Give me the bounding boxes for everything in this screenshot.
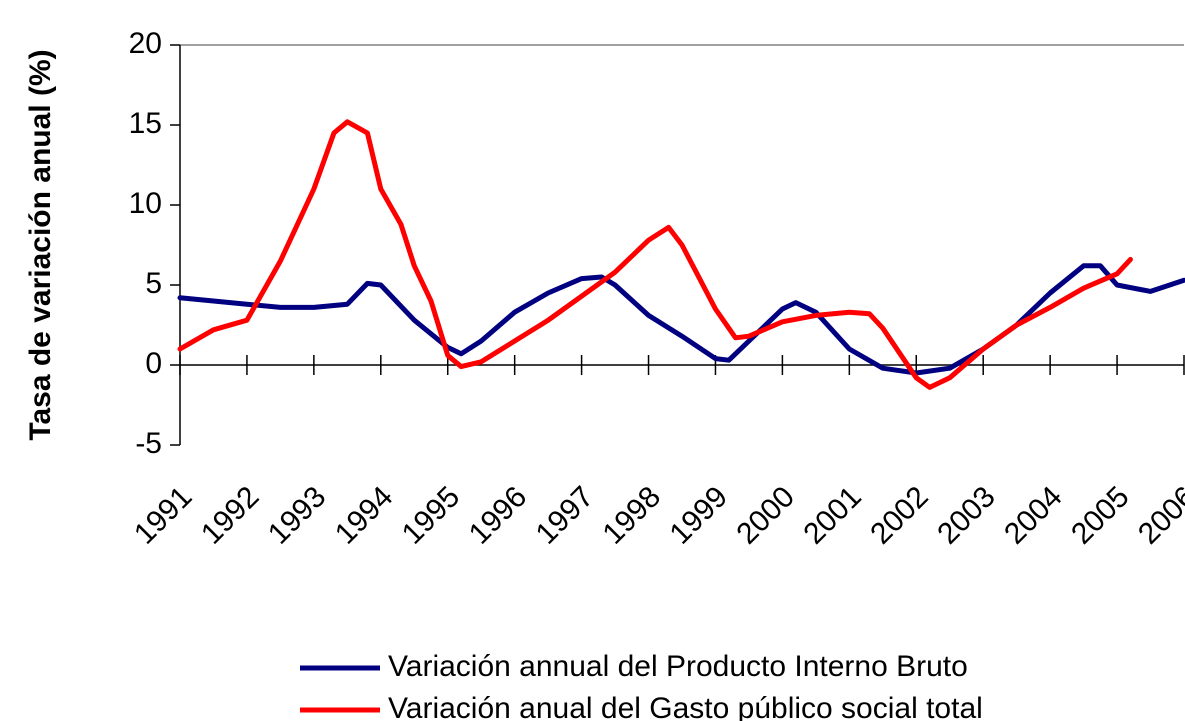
legend-label: Variación annual del Producto Interno Br… [388,650,968,683]
x-tick-label: 1992 [195,480,266,551]
legend-label: Variación anual del Gasto público social… [388,692,983,721]
x-tick-label: 1991 [128,480,199,551]
y-tick-label: 15 [129,107,162,140]
y-tick-label: 0 [145,347,162,380]
y-tick-label: 20 [129,27,162,60]
x-tick-label: 2001 [797,480,868,551]
x-tick-label: 1998 [597,480,668,551]
x-tick-label: 1993 [262,480,333,551]
y-tick-label: 5 [145,267,162,300]
y-axis-label: Tasa de variación anual (%) [24,49,57,440]
series-line [177,119,1133,390]
x-tick-label: 1999 [663,480,734,551]
x-tick-label: 1994 [329,480,400,551]
series-line [177,263,1185,376]
y-tick-label: -5 [135,427,162,460]
x-tick-label: 1995 [396,480,467,551]
x-tick-label: 2002 [864,480,935,551]
x-tick-label: 2003 [931,480,1002,551]
x-tick-label: 2006 [1132,480,1185,551]
x-tick-label: 2004 [998,480,1069,551]
x-tick-label: 2000 [730,480,801,551]
x-tick-label: 1996 [463,480,534,551]
x-tick-label: 1997 [530,480,601,551]
y-tick-label: 10 [129,187,162,220]
x-tick-label: 2005 [1065,480,1136,551]
